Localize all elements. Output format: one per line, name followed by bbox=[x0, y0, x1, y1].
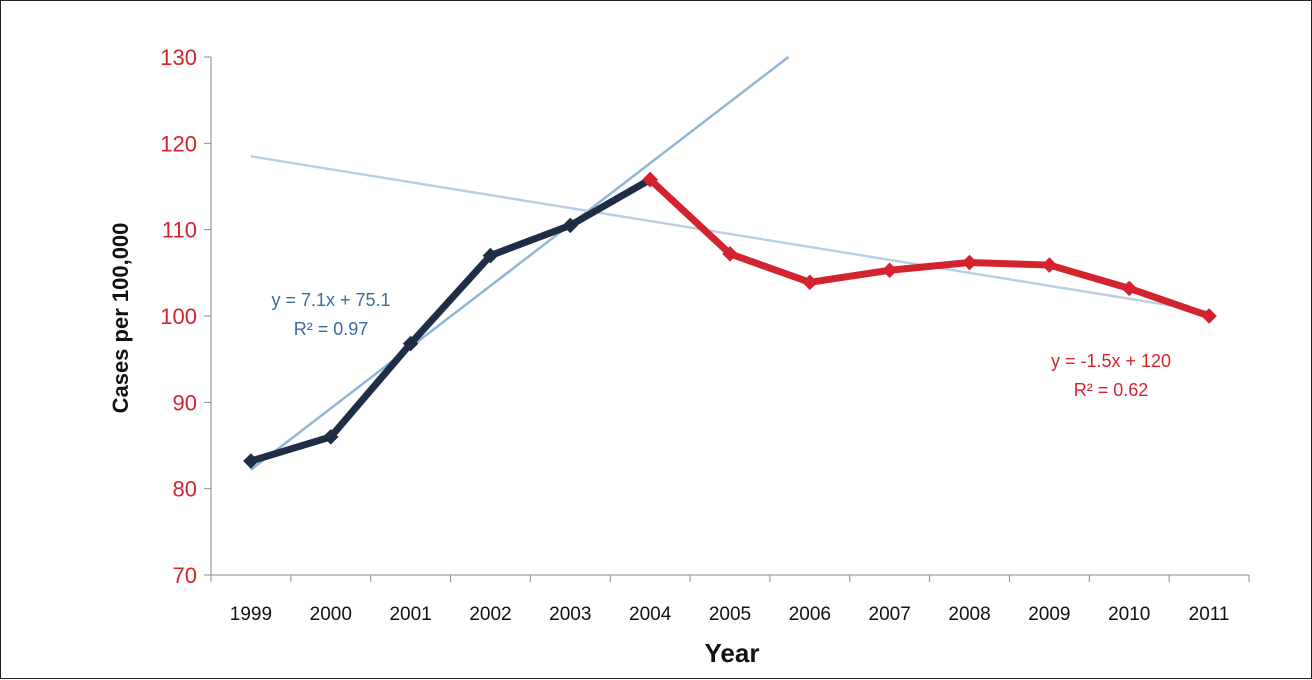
trendlines bbox=[250, 56, 1210, 471]
trendline-1 bbox=[250, 56, 790, 471]
series-2-point bbox=[881, 262, 898, 279]
x-tick-label: 1999 bbox=[230, 604, 272, 625]
y-tick-label: 80 bbox=[173, 477, 197, 502]
x-tick-label: 2006 bbox=[789, 604, 831, 625]
x-tick-label: 2002 bbox=[469, 604, 511, 625]
x-tick-label: 2007 bbox=[869, 604, 911, 625]
trendline-2 bbox=[250, 155, 1210, 313]
trendline-2-equation: y = -1.5x + 120 bbox=[1051, 351, 1171, 371]
data-series bbox=[243, 171, 1217, 469]
series-2-point bbox=[961, 254, 978, 271]
y-tick-label: 70 bbox=[173, 563, 197, 588]
x-tick-label: 2008 bbox=[948, 604, 990, 625]
trendline-annotations: y = 7.1x + 75.1 R² = 0.97 y = -1.5x + 120 R… bbox=[271, 290, 1171, 400]
y-axis: 70 80 90 100 110 120 130 bbox=[160, 45, 212, 588]
y-tick-label: 110 bbox=[162, 218, 197, 243]
x-tick-label: 2011 bbox=[1189, 604, 1230, 625]
series-1-point bbox=[243, 453, 259, 469]
series-2-point bbox=[1041, 257, 1058, 273]
y-tick-label: 120 bbox=[160, 131, 197, 156]
trendline-1-r2: R² = 0.97 bbox=[294, 319, 369, 339]
trendline-1-equation: y = 7.1x + 75.1 bbox=[271, 290, 390, 310]
y-axis-title: Cases per 100,000 bbox=[108, 223, 133, 414]
series-2-point bbox=[642, 171, 658, 188]
x-tick-label: 2004 bbox=[629, 604, 672, 625]
series-2-point bbox=[1121, 280, 1138, 297]
x-tick-label: 2010 bbox=[1108, 604, 1150, 625]
series-1-point bbox=[562, 217, 579, 234]
x-tick-label: 2001 bbox=[389, 604, 431, 625]
x-tick-label: 2009 bbox=[1028, 604, 1070, 625]
y-tick-label: 90 bbox=[173, 390, 197, 415]
series-2-point bbox=[1201, 308, 1217, 324]
x-tick-label: 2005 bbox=[709, 604, 751, 625]
series-1-line bbox=[247, 176, 654, 465]
series-2-line bbox=[646, 176, 1213, 320]
y-tick-label: 100 bbox=[160, 304, 197, 329]
x-tick-label: 2000 bbox=[310, 604, 352, 625]
x-axis-title: Year bbox=[705, 638, 760, 668]
y-tick-label: 130 bbox=[160, 45, 197, 70]
x-tick-label: 2003 bbox=[549, 604, 591, 625]
trendline-2-r2: R² = 0.62 bbox=[1074, 380, 1149, 400]
x-axis: 1999 2000 2001 2002 2003 2004 2005 2006 2007 2008… bbox=[210, 574, 1250, 625]
